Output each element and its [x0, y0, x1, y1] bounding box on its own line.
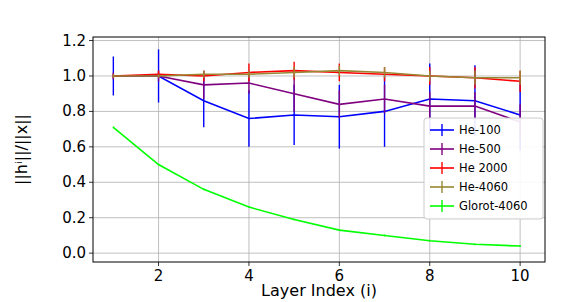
y-axis-label: ||hⁱ||/||x|| [12, 114, 31, 185]
tick-label: 4 [244, 267, 254, 285]
legend-errbar [441, 181, 442, 193]
error-bar [203, 71, 204, 82]
series [113, 65, 520, 84]
tick [339, 262, 340, 266]
error-bar [113, 126, 114, 128]
legend-errbar [441, 200, 442, 212]
tick [89, 182, 93, 183]
error-bar [339, 85, 340, 149]
error-bar [384, 67, 385, 81]
tick-label: 8 [425, 267, 435, 285]
line [113, 127, 520, 246]
error-bar [474, 71, 475, 85]
grid-line [93, 40, 545, 41]
error-bar [293, 76, 294, 111]
tick-label: 2 [154, 267, 164, 285]
error-bar [293, 62, 294, 80]
legend-label: Glorot-4060 [459, 199, 528, 213]
error-bar [339, 64, 340, 82]
tick [89, 75, 93, 76]
error-bar [429, 240, 430, 242]
error-bar [293, 219, 294, 221]
error-bar [248, 206, 249, 208]
error-bar [339, 229, 340, 231]
grid-line [93, 111, 545, 112]
error-bar [113, 74, 114, 78]
error-bar [158, 49, 159, 102]
tick [248, 262, 249, 266]
line [113, 76, 520, 122]
legend-box [424, 118, 543, 219]
tick-label: 0.2 [62, 209, 86, 227]
error-bar [293, 67, 294, 78]
error-bar [339, 65, 340, 76]
error-bar [519, 71, 520, 85]
error-bar [384, 76, 385, 147]
series [113, 71, 520, 140]
error-bar [203, 188, 204, 190]
error-bar [429, 71, 430, 82]
error-bar [384, 235, 385, 237]
frame [93, 37, 545, 262]
tick [89, 146, 93, 147]
tick [520, 262, 521, 266]
line [113, 76, 520, 119]
grid-line [339, 37, 340, 262]
tick [429, 262, 430, 266]
error-bar [519, 71, 520, 92]
error-bar [113, 74, 114, 78]
error-bar [203, 71, 204, 99]
error-bar [474, 67, 475, 88]
tick [89, 111, 93, 112]
error-bar [474, 243, 475, 245]
tick-label: 0.4 [62, 173, 86, 191]
error-bar [384, 85, 385, 113]
error-bar [158, 164, 159, 166]
tick [89, 40, 93, 41]
series [113, 49, 520, 150]
error-bar [248, 90, 249, 147]
series [113, 126, 520, 246]
legend-errbar [441, 162, 442, 174]
legend-errbar [441, 143, 442, 155]
error-bar [203, 71, 204, 78]
line [113, 71, 520, 78]
tick [89, 253, 93, 254]
error-bar [339, 90, 340, 118]
error-bar [384, 67, 385, 78]
error-bar [519, 245, 520, 247]
tick-label: 0.8 [62, 102, 86, 120]
tick-label: 1.2 [62, 32, 86, 50]
error-bar [158, 71, 159, 82]
legend-errbar [441, 124, 442, 136]
tick [158, 262, 159, 266]
grid-line [93, 253, 545, 254]
error-bar [158, 71, 159, 78]
error-bar [429, 92, 430, 120]
x-axis-label: Layer Index (i) [261, 281, 377, 300]
legend: He-100 He-500 He 2000 He-4060 Glorot-4060 [424, 118, 543, 219]
error-bar [113, 72, 114, 79]
tick-label: 0.6 [62, 138, 86, 156]
error-bar [474, 92, 475, 120]
error-bar [158, 74, 159, 78]
legend-label: He 2000 [459, 161, 508, 175]
grid-line [158, 37, 159, 262]
chart: 0.00.20.40.60.81.01.2246810Layer Index (… [0, 0, 578, 302]
tick-label: 0.0 [62, 244, 86, 262]
series [113, 62, 520, 92]
tick-label: 10 [511, 267, 530, 285]
tick [89, 217, 93, 218]
error-bar [248, 64, 249, 82]
legend-label: He-500 [459, 142, 501, 156]
error-bar [429, 67, 430, 85]
grid-line [248, 37, 249, 262]
error-bar [248, 71, 249, 78]
tick-label: 1.0 [62, 67, 86, 85]
background [0, 0, 578, 302]
legend-label: He-100 [459, 123, 501, 137]
error-bar [113, 56, 114, 95]
legend-label: He-4060 [459, 180, 508, 194]
line [113, 71, 520, 82]
